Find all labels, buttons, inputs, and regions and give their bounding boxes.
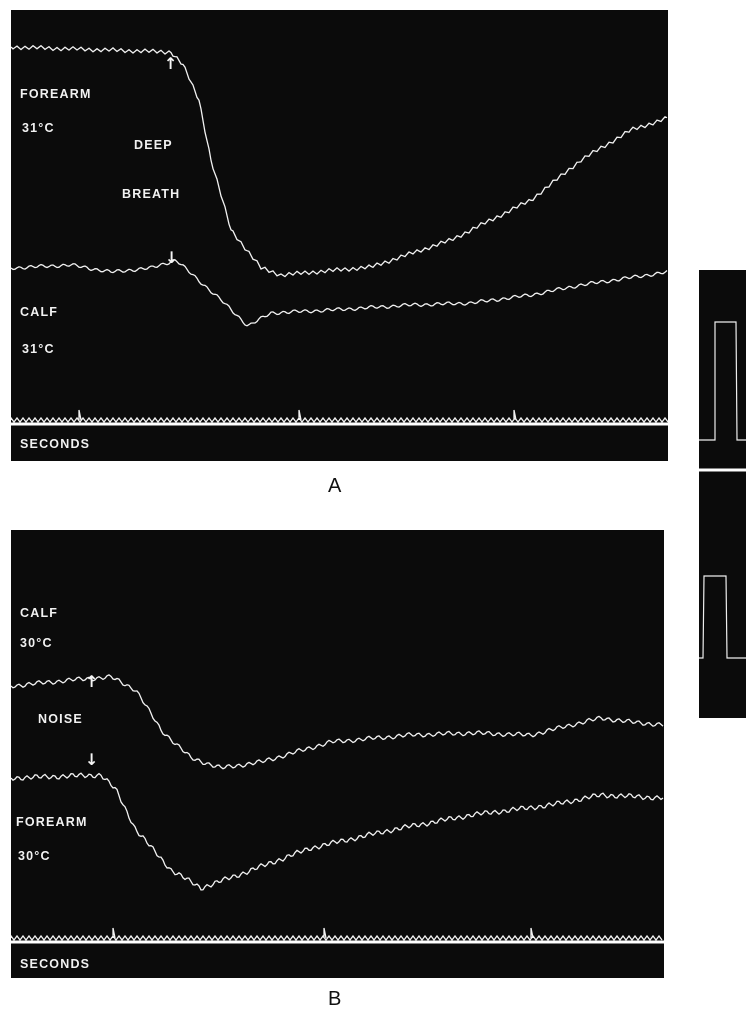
panel-a: ↑ ↓ FOREARM 31°C DEEP BREATH CALF 31°C S… bbox=[11, 10, 668, 461]
seconds-trace-b bbox=[11, 927, 663, 942]
down-arrow-icon: ↓ bbox=[165, 248, 179, 267]
calf-label-b: CALF bbox=[20, 606, 59, 620]
seconds-label-a: SECONDS bbox=[20, 437, 91, 451]
deep-label: DEEP bbox=[134, 138, 173, 152]
calf-trace-a bbox=[11, 259, 668, 327]
panel-b-traces bbox=[11, 674, 664, 944]
noise-label: NOISE bbox=[38, 712, 83, 726]
seconds-label-b: SECONDS bbox=[20, 957, 91, 971]
calibration-pulse-lower bbox=[699, 575, 746, 659]
calibration-traces bbox=[699, 321, 746, 659]
calf-trace-b bbox=[11, 674, 664, 770]
calibration-strip bbox=[699, 270, 746, 718]
up-arrow-icon: ↑ bbox=[85, 672, 99, 691]
forearm-trace-b bbox=[11, 772, 664, 891]
caption-a: A bbox=[328, 475, 342, 497]
down-arrow-icon: ↓ bbox=[85, 750, 99, 769]
forearm-label-b: FOREARM bbox=[16, 815, 88, 829]
calibration-pulse-upper bbox=[699, 321, 746, 441]
up-arrow-icon: ↑ bbox=[164, 54, 178, 73]
seconds-trace-a bbox=[11, 409, 668, 424]
breath-label: BREATH bbox=[122, 187, 181, 201]
panel-b: CALF 30°C ↑ NOISE ↓ FOREARM 30°C SECONDS bbox=[11, 530, 664, 978]
forearm-temp-b: 30°C bbox=[18, 849, 51, 863]
calf-temp-b: 30°C bbox=[20, 636, 53, 650]
forearm-temp-a: 31°C bbox=[22, 121, 55, 135]
calf-label-a: CALF bbox=[20, 305, 59, 319]
panel-a-traces bbox=[11, 44, 668, 426]
forearm-trace-a bbox=[11, 44, 668, 278]
calf-temp-a: 31°C bbox=[22, 342, 55, 356]
forearm-label-a: FOREARM bbox=[20, 87, 92, 101]
caption-b: B bbox=[328, 988, 342, 1010]
